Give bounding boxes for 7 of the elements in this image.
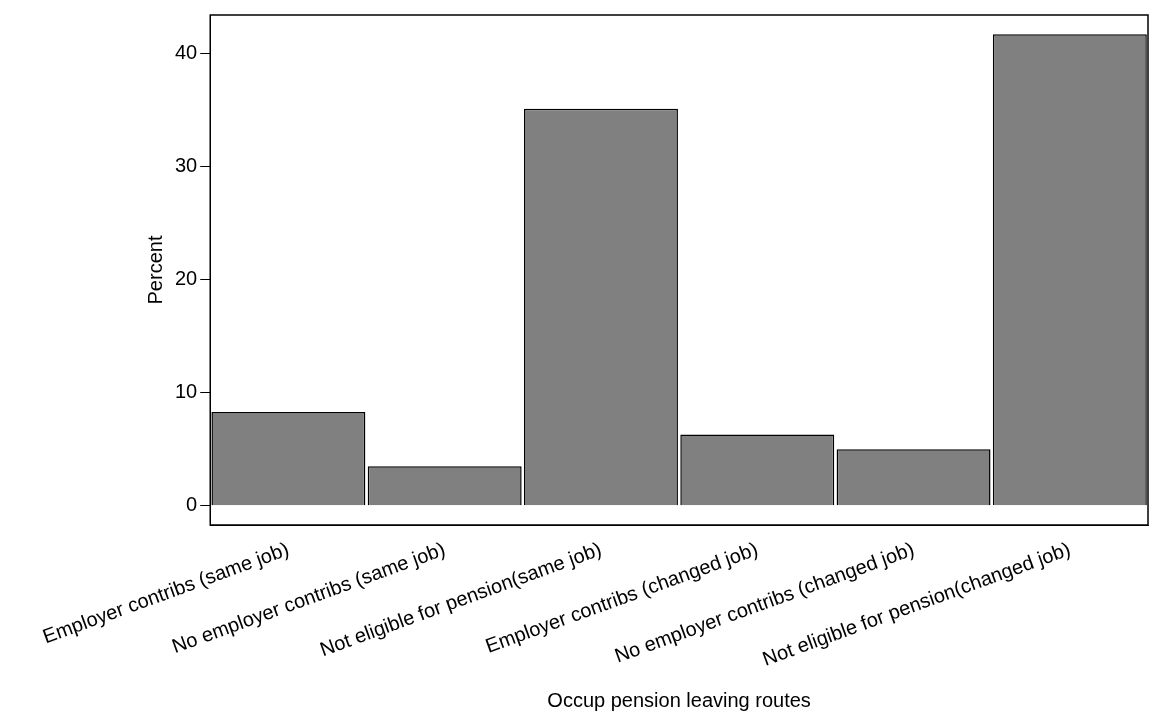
y-tick-label: 40 (175, 40, 198, 63)
y-tick-label: 20 (175, 267, 198, 290)
x-axis-title: Occup pension leaving routes (547, 688, 811, 711)
y-tick-label: 0 (186, 493, 198, 516)
y-tick-label: 30 (175, 154, 198, 177)
y-axis-title: Percent (143, 235, 166, 305)
y-tick-label: 10 (175, 380, 198, 403)
